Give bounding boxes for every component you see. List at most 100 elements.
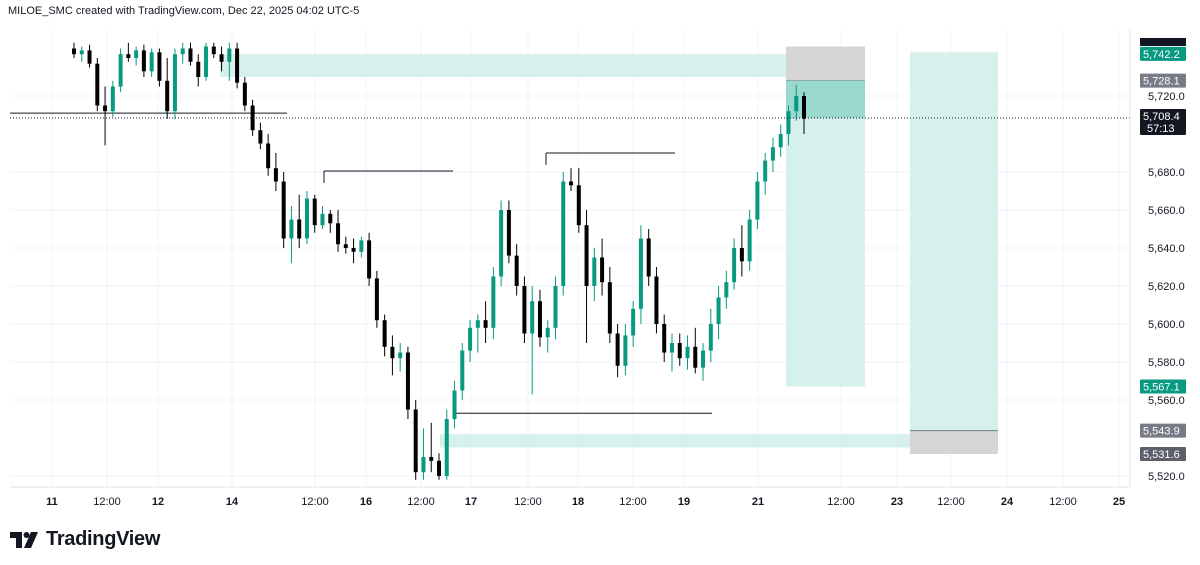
price-label-text: 5,742.2 <box>1143 49 1180 61</box>
candle <box>522 276 527 343</box>
candle <box>343 236 348 254</box>
candle <box>615 324 620 378</box>
candle-body <box>421 457 426 473</box>
x-tick-label: 12:00 <box>1049 496 1077 508</box>
candle <box>623 324 628 376</box>
price-label-bg <box>1140 379 1186 394</box>
candle <box>607 267 612 343</box>
candle-body <box>165 80 170 112</box>
candle-body <box>460 350 465 391</box>
price-label-partial <box>1140 38 1186 46</box>
candle <box>763 153 768 195</box>
x-tick-label: 18 <box>572 496 584 508</box>
price-label: 5,728.1 <box>1140 73 1186 88</box>
candle-body <box>374 278 379 321</box>
candle-body <box>141 50 146 72</box>
candle <box>180 42 185 64</box>
x-tick-label: 12:00 <box>514 496 542 508</box>
y-tick-label: 5,660.0 <box>1148 205 1185 217</box>
y-tick-label: 5,620.0 <box>1148 281 1185 293</box>
candle-body <box>677 343 682 359</box>
x-tick-label: 24 <box>1001 496 1014 508</box>
candle <box>405 346 410 419</box>
candle-body <box>576 185 581 226</box>
candle-body <box>242 82 247 106</box>
candle-body <box>382 320 387 347</box>
candle-body <box>592 257 597 286</box>
candle-body <box>289 219 294 239</box>
x-tick-label: 12:00 <box>827 496 855 508</box>
candle <box>576 168 581 233</box>
candle-body <box>638 238 643 309</box>
candle <box>600 238 605 296</box>
candle <box>72 42 76 58</box>
candle <box>778 124 783 157</box>
candle-body <box>103 105 108 112</box>
candle-body <box>328 213 333 224</box>
candle <box>669 333 674 372</box>
x-tick-label: 17 <box>465 496 477 508</box>
candle <box>413 400 418 480</box>
candle-body <box>623 335 628 366</box>
candle <box>662 314 667 362</box>
candle-body <box>483 320 488 328</box>
candle-body <box>755 181 760 220</box>
candle <box>530 286 535 395</box>
candle <box>79 46 84 62</box>
candle <box>755 172 760 229</box>
candle <box>165 58 170 119</box>
candle-body <box>110 86 115 112</box>
candle-body <box>724 282 729 298</box>
candle-body <box>615 333 620 366</box>
x-tick-label: 12:00 <box>937 496 965 508</box>
candle <box>110 80 115 117</box>
candle-body <box>600 257 605 283</box>
candle <box>95 58 100 112</box>
tradingview-logo-icon <box>10 531 38 548</box>
candle <box>693 327 698 374</box>
candle-body <box>701 350 706 368</box>
candle-body <box>763 160 768 182</box>
candle <box>794 84 799 121</box>
candle-body <box>569 181 574 186</box>
candle-body <box>87 50 92 64</box>
candle-body <box>553 286 558 328</box>
candle-body <box>530 301 535 334</box>
stop-loss-zone <box>786 46 865 81</box>
candle-body <box>157 52 162 81</box>
candle <box>297 194 302 248</box>
x-tick-label: 14 <box>226 496 239 508</box>
candle <box>514 244 519 296</box>
candle <box>561 172 566 296</box>
candle-body <box>770 147 775 161</box>
candle-body <box>413 409 418 473</box>
candle <box>631 301 636 347</box>
price-label-text: 5,543.9 <box>1143 426 1180 438</box>
candle-body <box>429 457 434 461</box>
candle <box>118 48 123 93</box>
price-label: 5,742.2 <box>1140 46 1186 61</box>
tradingview-logo[interactable]: TradingView <box>10 528 160 551</box>
candle <box>351 238 356 264</box>
candle-body <box>514 255 519 286</box>
candle <box>367 232 372 286</box>
y-tick-label: 5,600.0 <box>1148 319 1185 331</box>
candle-body <box>545 327 550 338</box>
candle-body <box>499 210 504 277</box>
candle <box>468 320 473 362</box>
candle-body <box>452 390 457 419</box>
candle-body <box>273 168 278 182</box>
candle <box>382 314 387 357</box>
candle <box>289 206 294 264</box>
candle <box>134 46 139 66</box>
candle <box>219 46 224 72</box>
x-tick-label: 11 <box>46 496 58 508</box>
x-tick-label: 12:00 <box>301 496 329 508</box>
candle <box>638 225 643 324</box>
candle-body <box>188 48 193 62</box>
y-axis: 5,520.0 5,560.0 5,580.0 5,600.0 5,620.0 5,640… <box>1148 91 1185 483</box>
candle <box>732 238 737 290</box>
candle <box>398 343 403 372</box>
chart-caption: MILOE_SMC created with TradingView.com, … <box>8 5 360 17</box>
